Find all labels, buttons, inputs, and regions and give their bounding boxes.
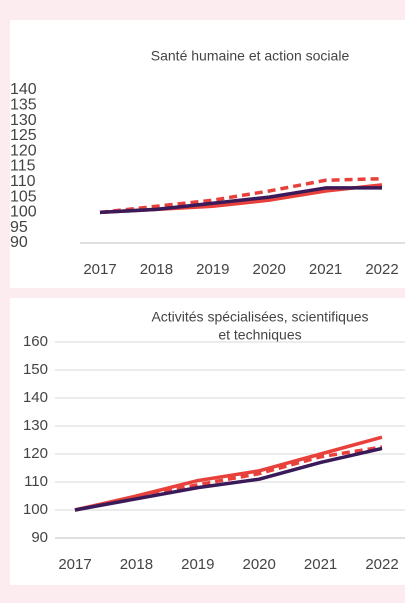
x-tick-label: 2019 xyxy=(196,261,229,278)
x-tick-label: 2021 xyxy=(309,261,342,278)
y-tick-label: 100 xyxy=(23,501,48,518)
y-tick-label: 160 xyxy=(23,333,48,350)
y-tick-label: 90 xyxy=(10,234,28,251)
y-tick-label: 150 xyxy=(23,361,48,378)
y-tick-label: 100 xyxy=(10,204,37,221)
x-tick-label: 2020 xyxy=(253,261,286,278)
y-tick-label: 105 xyxy=(10,188,37,205)
y-tick-label: 90 xyxy=(31,529,48,546)
x-tick-label: 2018 xyxy=(140,261,173,278)
y-tick-label: 135 xyxy=(10,97,37,114)
chart-title: et techniques xyxy=(218,327,301,343)
x-tick-label: 2022 xyxy=(365,261,398,278)
chart-title: Santé humaine et action sociale xyxy=(151,48,350,64)
y-tick-label: 120 xyxy=(10,142,37,159)
x-tick-label: 2017 xyxy=(58,556,91,573)
y-tick-label: 130 xyxy=(10,112,37,129)
y-tick-label: 130 xyxy=(23,417,48,434)
y-tick-label: 115 xyxy=(10,158,36,175)
x-tick-label: 2021 xyxy=(304,556,337,573)
y-tick-label: 140 xyxy=(23,389,48,406)
y-tick-label: 125 xyxy=(10,127,37,144)
x-tick-label: 2018 xyxy=(120,556,153,573)
x-tick-label: 2022 xyxy=(365,556,398,573)
y-tick-label: 110 xyxy=(24,473,48,490)
series-line xyxy=(99,186,382,215)
y-tick-label: 95 xyxy=(10,219,28,236)
x-tick-label: 2019 xyxy=(181,556,214,573)
chart-title: Activités spécialisées, scientifiques xyxy=(151,309,368,325)
series-line xyxy=(99,176,383,215)
y-tick-label: 140 xyxy=(10,81,37,98)
y-tick-label: 120 xyxy=(23,445,48,462)
panel xyxy=(10,298,405,585)
x-tick-label: 2020 xyxy=(243,556,276,573)
y-tick-label: 110 xyxy=(10,173,36,190)
series-line xyxy=(74,446,383,512)
x-tick-label: 2017 xyxy=(83,261,116,278)
